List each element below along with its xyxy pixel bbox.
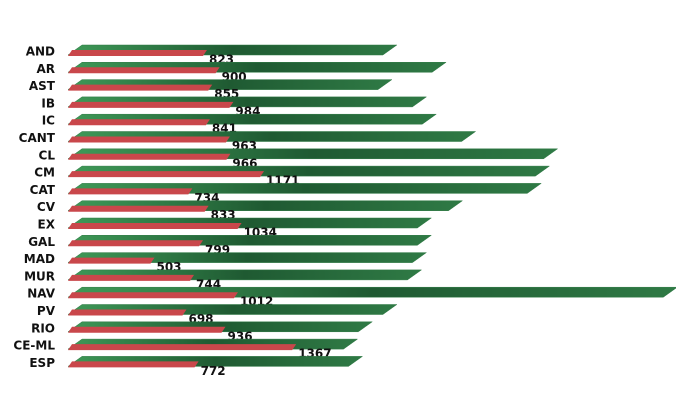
bar-front <box>68 240 204 247</box>
bar-front <box>68 67 220 74</box>
bar-front <box>68 292 238 299</box>
bar-front <box>68 223 242 229</box>
y-tick-label: CM <box>34 166 55 180</box>
y-tick-label: MUR <box>24 269 55 283</box>
bar-front <box>68 84 213 91</box>
y-tick-label: AR <box>36 62 55 76</box>
y-tick-label: RIO <box>31 321 55 335</box>
bar-front <box>68 188 193 195</box>
y-tick-label: GAL <box>28 235 55 249</box>
y-tick-label: PV <box>37 304 56 318</box>
y-tick-label: AND <box>26 45 55 59</box>
bar-front <box>68 50 207 56</box>
data-label: 772 <box>201 364 226 378</box>
bar-front <box>68 119 210 126</box>
y-tick-label: CV <box>37 200 56 214</box>
y-tick-label: NAV <box>27 287 56 301</box>
y-tick-label: MAD <box>24 252 55 266</box>
y-tick-label: EX <box>38 218 56 232</box>
bar-front <box>68 205 209 212</box>
bar-front <box>68 326 226 333</box>
y-tick-label: IB <box>41 96 55 110</box>
y-tick-label: IC <box>42 114 55 128</box>
bar-front <box>68 361 199 368</box>
bar-front <box>68 257 155 264</box>
y-tick-label: CAT <box>30 183 56 197</box>
y-tick-label: CANT <box>19 131 56 145</box>
bar-front <box>68 274 195 281</box>
y-tick-label: CL <box>39 148 56 162</box>
y-tick-label: ESP <box>29 356 55 370</box>
bar-front <box>68 136 230 143</box>
bar-front <box>68 101 234 108</box>
y-tick-label: AST <box>29 79 56 93</box>
y-tick-label: CE-ML <box>13 339 55 353</box>
bar-front <box>68 153 231 160</box>
bar-front <box>68 171 265 178</box>
bar-front <box>68 309 187 316</box>
bar-front <box>68 344 297 351</box>
